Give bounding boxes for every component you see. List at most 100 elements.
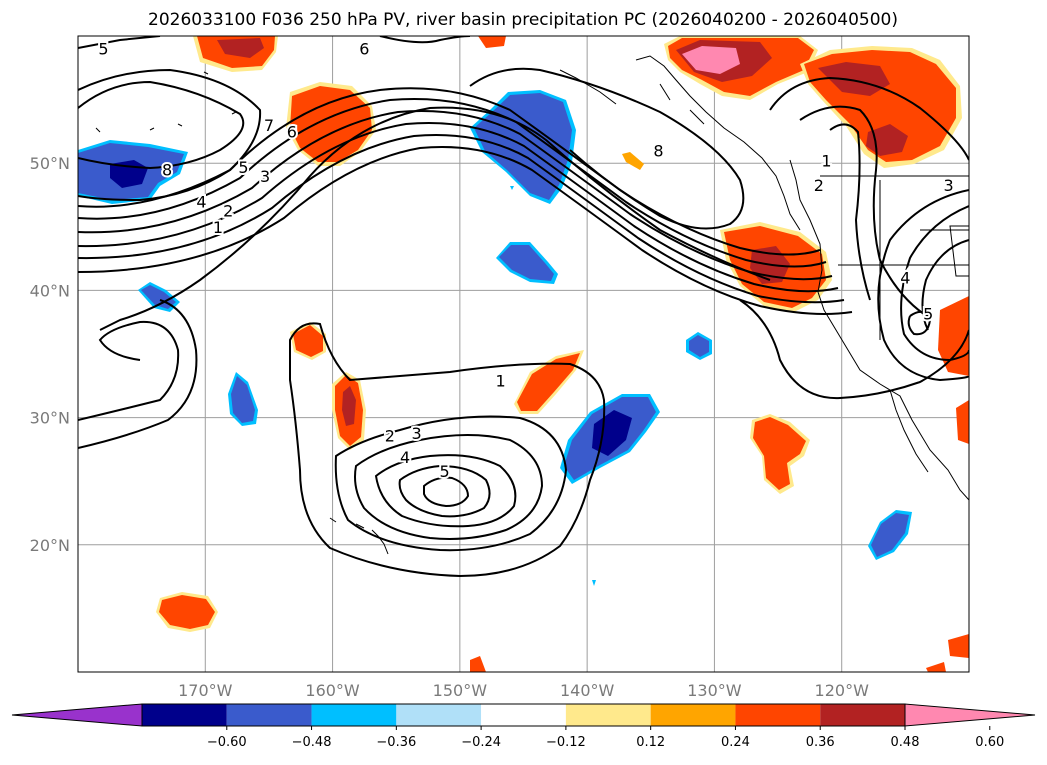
pv-contour xyxy=(78,97,827,268)
lat-tick-label: 50°N xyxy=(30,154,70,173)
contour-label: 3 xyxy=(411,424,421,443)
pv-contour xyxy=(78,36,161,49)
colorbar-label: −0.12 xyxy=(546,735,586,750)
colorbar-segment xyxy=(650,704,736,726)
gridlines xyxy=(78,36,969,672)
map-content xyxy=(78,36,969,672)
contour-label: 1 xyxy=(821,152,831,171)
figure-title: 2026033100 F036 250 hPa PV, river basin … xyxy=(148,10,898,30)
anomaly-blob xyxy=(682,46,740,74)
anomaly-blob xyxy=(956,400,969,444)
colorbar-outline xyxy=(141,703,906,727)
anomaly-blob xyxy=(290,86,372,162)
anomaly-blob xyxy=(622,152,644,170)
contour-label: 8 xyxy=(162,161,172,180)
anomaly-blob xyxy=(948,634,969,658)
coastline-islands xyxy=(559,69,705,125)
pv-contour xyxy=(877,189,969,382)
pv-contour xyxy=(921,239,969,331)
contour-label: 1 xyxy=(213,218,223,237)
colorbar-segment xyxy=(481,704,566,726)
coastline-bc xyxy=(789,159,969,501)
pv-contour xyxy=(78,320,180,421)
anomaly-blob xyxy=(818,62,890,96)
lon-tick-label: 170°W xyxy=(178,681,233,700)
contour-label: 3 xyxy=(260,167,270,186)
contour-label: 1 xyxy=(495,372,505,391)
colorbar-extend-low xyxy=(11,703,143,727)
lon-tick-label: 160°W xyxy=(305,681,360,700)
lon-tick-label: 130°W xyxy=(687,681,742,700)
contour-label: 4 xyxy=(400,448,410,467)
map-frame xyxy=(77,35,970,673)
coastlines xyxy=(95,55,969,555)
contour-label: 2 xyxy=(814,176,824,195)
colorbar-label: 0.36 xyxy=(806,735,835,750)
colorbar-segment xyxy=(820,704,905,726)
contour-label: 5 xyxy=(238,158,248,177)
aleutian-islands xyxy=(95,71,237,133)
pv-contour xyxy=(398,464,491,518)
pv-contour xyxy=(99,106,771,331)
contour-label: 8 xyxy=(653,141,663,160)
pv-contour xyxy=(289,322,606,578)
contour-label: 2 xyxy=(223,201,233,220)
anomaly-blob xyxy=(689,335,709,357)
pv-contour xyxy=(900,205,969,362)
lon-tick-label: 120°W xyxy=(815,681,870,700)
anomaly-blob xyxy=(871,513,909,557)
pv-contour xyxy=(334,415,568,552)
pv-contour xyxy=(354,434,544,540)
longitude-labels: 170°W 160°W 150°W 140°W 130°W 120°W xyxy=(178,681,869,700)
contour-label: 5 xyxy=(923,304,933,323)
contour-label: 5 xyxy=(98,40,108,59)
pv-contour xyxy=(78,87,821,256)
lat-tick-label: 30°N xyxy=(30,409,70,428)
contour-label: 2 xyxy=(385,426,395,445)
pv-contour xyxy=(78,68,262,202)
pv-contour xyxy=(769,76,969,161)
anomaly-blob xyxy=(217,38,264,58)
pv-contour xyxy=(78,121,839,293)
pv-contour xyxy=(78,80,245,170)
coastline-alaska xyxy=(635,55,801,231)
colorbar-label: 0.48 xyxy=(891,735,920,750)
lat-tick-label: 20°N xyxy=(30,536,70,555)
colorbar-segment xyxy=(142,704,227,726)
anomaly-blob xyxy=(592,410,632,456)
colorbar-label: 0.24 xyxy=(721,735,750,750)
contour-label: 6 xyxy=(359,40,369,59)
lon-tick-label: 150°W xyxy=(433,681,488,700)
colorbar-label: −0.48 xyxy=(292,735,332,750)
pv-contour xyxy=(907,310,932,336)
pv-contour xyxy=(78,145,853,315)
pv-contour xyxy=(799,105,931,319)
anomaly-blob xyxy=(592,580,596,586)
anomaly-blob xyxy=(293,325,323,357)
lon-tick-label: 140°W xyxy=(560,681,615,700)
pv-contour xyxy=(829,123,871,301)
contour-label: 3 xyxy=(944,176,954,195)
colorbar: −0.60 −0.48 −0.36 −0.24 −0.12 0.12 0.24 0.36 0.4… xyxy=(11,703,1036,750)
colorbar-segment xyxy=(226,704,312,726)
border-states xyxy=(838,180,969,340)
contour-label: 5 xyxy=(439,462,449,481)
colorbar-segment xyxy=(396,704,482,726)
pv-contour xyxy=(469,67,745,230)
anomaly-blob xyxy=(478,36,506,48)
colorbar-label: −0.36 xyxy=(376,735,416,750)
colorbar-label: −0.60 xyxy=(207,735,247,750)
anomaly-blob xyxy=(470,656,486,672)
contour-label: 4 xyxy=(900,269,910,288)
colorbar-extend-high xyxy=(904,703,1036,727)
contour-label: 6 xyxy=(287,122,297,141)
anomaly-blob xyxy=(510,186,514,190)
anomaly-blob xyxy=(159,595,215,629)
contour-label: 7 xyxy=(264,116,274,135)
latitude-labels: 20°N 30°N 40°N 50°N xyxy=(30,154,70,555)
colorbar-label: 0.60 xyxy=(975,735,1004,750)
anomaly-blob xyxy=(517,353,580,411)
anomaly-blob xyxy=(231,376,255,423)
